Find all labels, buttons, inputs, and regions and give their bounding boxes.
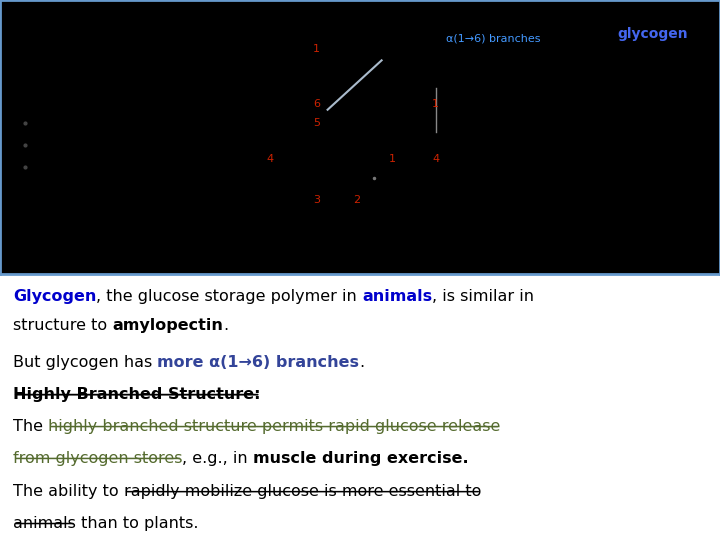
Text: α(1→6) branches: α(1→6) branches — [446, 33, 541, 43]
Text: , the glucose storage polymer in: , the glucose storage polymer in — [96, 289, 362, 304]
Text: animals: animals — [13, 516, 76, 531]
Text: The ability to: The ability to — [13, 484, 124, 499]
Text: from glycogen stores: from glycogen stores — [13, 451, 182, 466]
Text: 5: 5 — [313, 118, 320, 129]
Text: muscle during exercise.: muscle during exercise. — [253, 451, 469, 466]
Text: , e.g., in: , e.g., in — [182, 451, 253, 466]
Text: structure to: structure to — [13, 318, 112, 333]
Text: rapidly mobilize glucose is more essential to: rapidly mobilize glucose is more essenti… — [124, 484, 481, 499]
Text: , is similar in: , is similar in — [432, 289, 534, 304]
Text: .: . — [359, 355, 364, 370]
Text: But glycogen has: But glycogen has — [13, 355, 158, 370]
Text: glycogen: glycogen — [617, 28, 688, 42]
Text: Glycogen: Glycogen — [13, 289, 96, 304]
Text: 1: 1 — [432, 99, 439, 109]
Text: amylopectin: amylopectin — [112, 318, 223, 333]
Text: highly branched structure permits rapid glucose release: highly branched structure permits rapid … — [48, 419, 500, 434]
Text: animals: animals — [362, 289, 432, 304]
Text: more α(1→6) branches: more α(1→6) branches — [158, 355, 359, 370]
Text: 4: 4 — [432, 154, 439, 164]
Text: The: The — [13, 419, 48, 434]
Text: 3: 3 — [313, 195, 320, 205]
Text: than to plants.: than to plants. — [76, 516, 198, 531]
Text: 1: 1 — [313, 44, 320, 55]
Text: 4: 4 — [266, 154, 274, 164]
Text: 6: 6 — [313, 99, 320, 109]
Text: Highly Branched Structure:: Highly Branched Structure: — [13, 387, 261, 402]
Text: 2: 2 — [353, 195, 360, 205]
Text: 1: 1 — [389, 154, 396, 164]
Text: .: . — [223, 318, 228, 333]
